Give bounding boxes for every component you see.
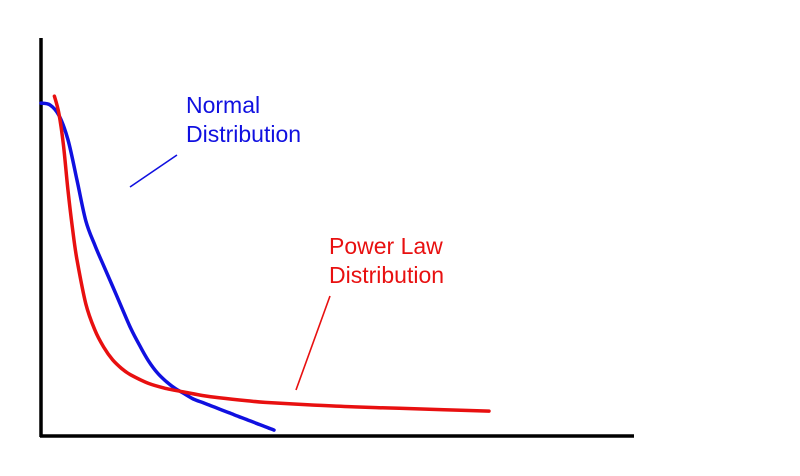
- annotation-power-law: Power Law Distribution: [329, 233, 449, 288]
- series-line-normal: [39, 101, 276, 432]
- annotation-normal-line-1: Normal: [186, 92, 260, 118]
- annotation-power-law-line-1: Power Law: [329, 233, 443, 259]
- annotation-normal: Normal Distribution: [186, 92, 301, 147]
- series-line-power-law: [52, 94, 491, 413]
- annotation-normal-leader: [129, 154, 178, 188]
- annotation-power-law-leader: [295, 295, 331, 391]
- annotation-normal-line-2: Distribution: [186, 121, 301, 147]
- annotation-power-law-line-2: Distribution: [329, 262, 444, 288]
